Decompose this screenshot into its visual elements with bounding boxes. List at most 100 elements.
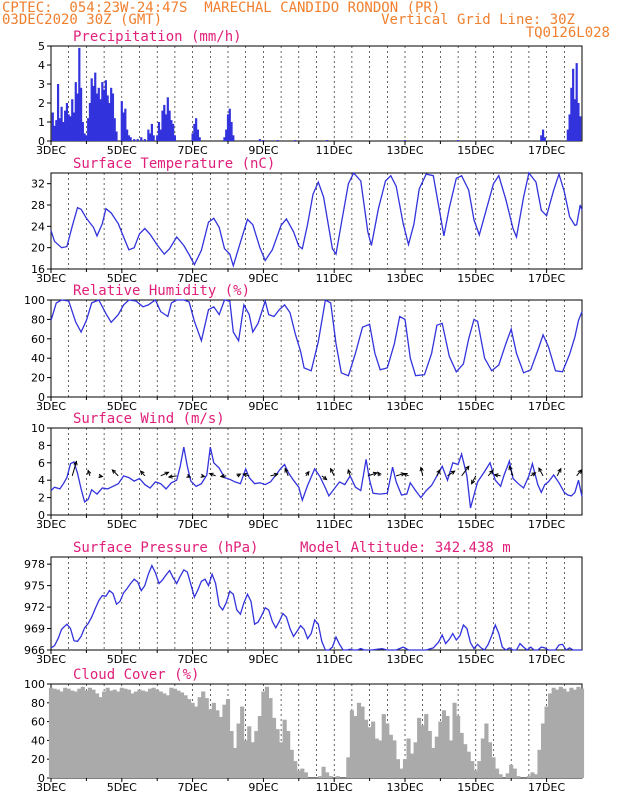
precip-xtick-label: 7DEC xyxy=(178,144,208,157)
cloud-bar xyxy=(516,776,521,778)
cloud-bar xyxy=(286,731,291,778)
cloud-bar xyxy=(512,768,517,778)
precip-bar xyxy=(164,114,168,141)
cloud-bar xyxy=(225,699,231,778)
pressure-xtick-label: 17DEC xyxy=(528,653,565,666)
cloud-bar xyxy=(179,692,185,778)
cloud-bar xyxy=(406,738,411,778)
cloud-bar xyxy=(250,742,255,778)
temp-xtick-label: 9DEC xyxy=(248,272,278,285)
cloud-bar xyxy=(303,772,308,778)
cloud-bar xyxy=(197,697,202,778)
cloud-bar xyxy=(431,747,436,778)
precip-bar xyxy=(79,87,83,141)
precip-ytick-label: 3 xyxy=(38,78,45,91)
cloud-bar xyxy=(73,691,78,778)
precip-bar xyxy=(163,104,166,141)
cloud-bar xyxy=(194,706,199,778)
wind-ytick-label: 6 xyxy=(38,457,45,470)
cloud-bar xyxy=(233,747,238,778)
cloud-bar xyxy=(229,731,234,778)
cloud-bar xyxy=(109,690,114,778)
cloud-bar xyxy=(211,702,216,778)
precip-bar xyxy=(88,103,92,141)
temp-title: Surface Temperature (nC) xyxy=(73,156,275,172)
precip-bar xyxy=(195,118,198,141)
wind-vector-arrowhead xyxy=(538,467,543,473)
wind-vector-arrowhead xyxy=(284,467,289,473)
cloud-bar xyxy=(317,776,323,778)
cloud-bar xyxy=(144,691,149,778)
cloud-bar xyxy=(63,687,68,778)
cloud-bar xyxy=(487,742,493,778)
wind-vector-arrowhead xyxy=(489,469,494,475)
wind-vector-arrow xyxy=(538,467,544,477)
precip-xtick-label: 3DEC xyxy=(36,144,66,157)
cloud-bar xyxy=(59,691,64,778)
cloud-bar xyxy=(420,725,425,778)
wind-vector-arrowhead xyxy=(531,472,537,477)
precip-bar xyxy=(129,137,132,141)
precip-bar xyxy=(173,135,176,141)
wind-vector-arrowhead xyxy=(436,468,441,474)
cloud-bar xyxy=(555,689,560,778)
precip-bar xyxy=(540,135,543,141)
cloud-xtick-label: 9DEC xyxy=(248,781,278,794)
pressure-series-line xyxy=(50,564,582,651)
cloud-bar xyxy=(296,770,301,778)
precip-bar xyxy=(106,95,109,141)
cloud-bar xyxy=(70,690,75,778)
cloud-bar xyxy=(183,695,188,778)
pressure-xtick-label: 3DEC xyxy=(36,653,66,666)
cloud-bar xyxy=(218,716,223,778)
cloud-bar xyxy=(172,688,177,778)
temp-xtick-label: 13DEC xyxy=(386,272,423,285)
cloud-bar xyxy=(116,691,121,778)
pressure-ytick-label: 969 xyxy=(24,623,45,636)
cloud-bar xyxy=(98,697,103,778)
cloud-bar xyxy=(399,768,404,778)
cloud-bar xyxy=(565,691,570,778)
precip-bar xyxy=(110,87,113,141)
wind-vector-arrow xyxy=(168,475,177,478)
cloud-bar xyxy=(452,702,457,778)
temp-xtick-label: 3DEC xyxy=(36,272,66,285)
pressure-xtick-label: 15DEC xyxy=(457,653,494,666)
wind-vector-arrow xyxy=(160,471,169,477)
wind-xtick-label: 15DEC xyxy=(457,518,494,531)
cloud-bar xyxy=(240,706,245,778)
precip-ytick-label: 4 xyxy=(38,59,45,72)
pressure-ytick-label: 972 xyxy=(24,601,45,614)
precip-bar xyxy=(56,84,60,141)
cloud-bar xyxy=(328,776,333,778)
precip-bar xyxy=(113,118,116,141)
pressure-xtick-label: 11DEC xyxy=(316,653,353,666)
precip-bar xyxy=(573,99,577,141)
wind-vector-arrow xyxy=(367,472,377,477)
wind-vector-arrow xyxy=(111,469,119,477)
precip-bar xyxy=(143,139,146,141)
cloud-bar xyxy=(236,723,241,778)
cloud-bar xyxy=(52,688,57,778)
cloud-bar xyxy=(300,768,305,778)
cloud-bar xyxy=(268,698,273,778)
cloud-bar xyxy=(410,753,415,778)
precip-bar xyxy=(85,135,88,141)
rh-xtick-label: 13DEC xyxy=(386,400,423,413)
cloud-bar xyxy=(140,690,146,778)
wind-vector-arrowhead xyxy=(164,471,170,476)
cloud-bar xyxy=(544,706,549,778)
pressure-title: Surface Pressure (hPa) xyxy=(73,540,258,556)
precip-bar xyxy=(136,139,139,141)
precip-bar xyxy=(133,139,136,141)
cloud-bar xyxy=(540,723,546,778)
precip-xtick-label: 11DEC xyxy=(316,144,353,157)
cloud-bar xyxy=(509,764,514,778)
wind-ytick-label: 0 xyxy=(38,509,45,522)
rh-xtick-label: 5DEC xyxy=(107,400,137,413)
precip-bar xyxy=(104,80,107,141)
wind-vector-arrowhead xyxy=(450,470,456,475)
cloud-bar xyxy=(445,715,450,778)
cloud-bar xyxy=(275,729,280,778)
pressure-ytick-label: 966 xyxy=(24,644,45,657)
